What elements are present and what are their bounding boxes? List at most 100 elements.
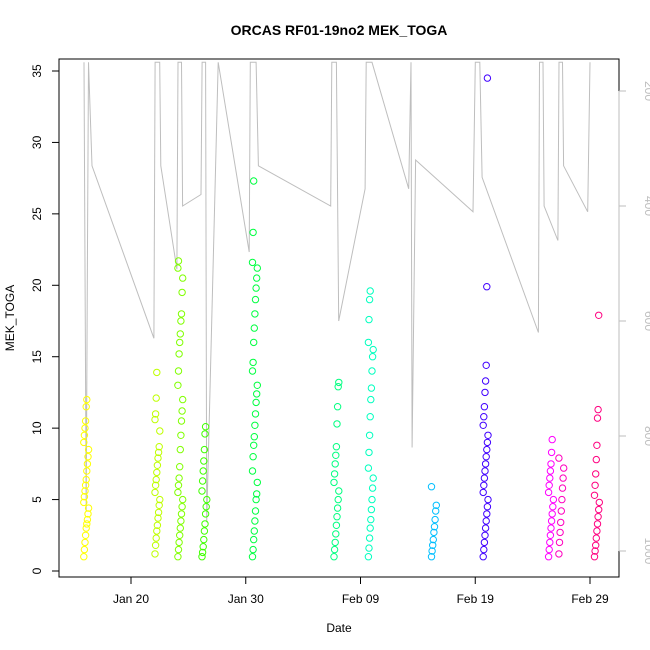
data-point xyxy=(153,527,161,535)
data-point xyxy=(198,553,206,561)
data-point xyxy=(481,524,490,532)
data-point xyxy=(177,431,185,439)
data-point xyxy=(248,258,257,267)
data-point xyxy=(545,545,553,554)
data-point xyxy=(251,507,260,515)
data-point xyxy=(590,491,599,499)
data-point xyxy=(176,531,184,539)
data-point xyxy=(81,487,89,495)
data-point xyxy=(482,453,490,461)
data-point xyxy=(174,264,182,272)
data-point xyxy=(151,410,160,418)
data-point xyxy=(250,535,258,544)
data-point xyxy=(177,510,186,518)
data-point xyxy=(483,445,491,454)
data-point xyxy=(368,495,376,504)
data-point xyxy=(556,528,564,537)
right-tick-label: 200 xyxy=(642,81,650,101)
data-point xyxy=(151,550,159,558)
data-point xyxy=(201,423,210,431)
data-point xyxy=(593,520,602,528)
data-point xyxy=(198,477,207,485)
data-point xyxy=(199,467,207,475)
data-point xyxy=(555,550,563,558)
data-point xyxy=(176,524,185,532)
data-point xyxy=(251,310,259,318)
data-point xyxy=(430,528,438,537)
data-point xyxy=(555,454,563,462)
series-RF11 xyxy=(555,454,568,558)
data-point xyxy=(364,338,373,347)
data-point xyxy=(334,383,342,391)
data-point xyxy=(480,545,488,554)
data-point xyxy=(427,483,436,491)
data-point xyxy=(365,448,373,457)
data-point xyxy=(547,517,556,525)
data-point xyxy=(80,498,88,507)
data-point xyxy=(151,541,160,549)
data-point xyxy=(593,527,601,535)
data-point xyxy=(594,405,602,414)
data-point xyxy=(81,531,90,539)
data-point xyxy=(152,534,160,542)
data-point xyxy=(368,353,377,361)
data-point xyxy=(198,487,206,495)
data-point xyxy=(174,553,182,561)
x-tick-label: Feb 29 xyxy=(571,592,609,606)
data-point xyxy=(367,505,376,514)
data-point xyxy=(250,433,259,441)
data-point xyxy=(481,460,490,468)
data-point xyxy=(84,453,92,461)
y-tick-label: 35 xyxy=(30,64,44,78)
data-point xyxy=(480,403,489,411)
data-point xyxy=(84,504,93,512)
data-point xyxy=(595,311,603,319)
data-point xyxy=(174,545,183,554)
data-point xyxy=(479,488,487,497)
data-point xyxy=(546,474,554,482)
data-point xyxy=(548,435,556,444)
data-point xyxy=(330,553,338,561)
data-point xyxy=(547,448,556,457)
data-point xyxy=(250,527,259,535)
data-point xyxy=(177,310,186,318)
data-point xyxy=(330,470,339,478)
data-point xyxy=(200,535,208,544)
data-point xyxy=(82,475,90,484)
data-point xyxy=(174,381,182,389)
data-point xyxy=(549,503,557,511)
x-tick-label: Feb 19 xyxy=(457,592,495,606)
data-point xyxy=(174,257,183,265)
data-point xyxy=(253,264,261,272)
data-point xyxy=(482,517,490,525)
data-point xyxy=(365,295,374,304)
data-point xyxy=(432,507,440,515)
right-tick-label: 1000 xyxy=(642,538,650,565)
data-point xyxy=(80,553,88,561)
data-point xyxy=(250,177,258,185)
data-point xyxy=(81,538,89,547)
data-point xyxy=(200,457,208,465)
data-point xyxy=(333,403,342,411)
chart-title: ORCAS RF01-19no2 MEK_TOGA xyxy=(231,22,448,38)
data-point xyxy=(482,361,490,369)
data-point xyxy=(483,503,492,511)
data-point xyxy=(334,495,342,504)
data-point xyxy=(547,524,555,532)
data-point xyxy=(179,495,187,504)
data-point xyxy=(251,410,260,418)
data-point xyxy=(366,413,374,421)
data-point xyxy=(558,484,567,492)
data-point xyxy=(559,474,567,482)
data-point xyxy=(560,464,568,472)
x-tick-label: Feb 09 xyxy=(342,592,380,606)
data-point xyxy=(81,424,89,432)
data-point xyxy=(151,481,160,489)
data-point xyxy=(479,553,487,561)
x-axis-label: Date xyxy=(326,621,352,635)
right-tick-label: 600 xyxy=(642,311,650,331)
y-tick-label: 5 xyxy=(30,496,44,503)
data-point xyxy=(179,395,187,404)
data-point xyxy=(481,467,489,475)
data-point xyxy=(151,488,159,497)
